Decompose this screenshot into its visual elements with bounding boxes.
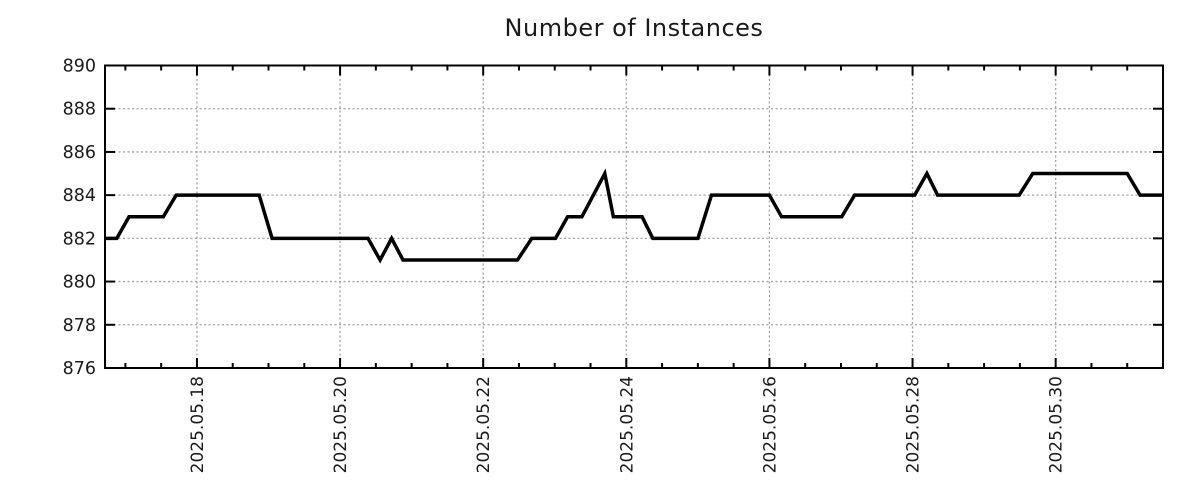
x-tick-label: 2025.05.22 bbox=[474, 376, 494, 473]
x-tick-label: 2025.05.18 bbox=[188, 376, 208, 473]
y-tick-label: 884 bbox=[63, 186, 96, 206]
x-tick-label: 2025.05.20 bbox=[331, 376, 351, 473]
chart-title: Number of Instances bbox=[504, 14, 764, 42]
plot-border bbox=[104, 64, 1164, 369]
y-tick-label: 886 bbox=[63, 143, 96, 163]
y-tick-label: 888 bbox=[63, 100, 96, 120]
x-tick-label: 2025.05.30 bbox=[1047, 376, 1067, 473]
y-tick-label: 890 bbox=[63, 57, 96, 77]
series-line bbox=[105, 168, 1163, 264]
y-tick-label: 876 bbox=[63, 359, 96, 379]
x-tick-label: 2025.05.28 bbox=[904, 376, 924, 473]
y-tick-label: 880 bbox=[63, 273, 96, 293]
y-tick-label: 882 bbox=[63, 229, 96, 249]
x-tick-label: 2025.05.24 bbox=[617, 376, 637, 473]
x-tick-label: 2025.05.26 bbox=[760, 376, 780, 473]
y-tick-label: 878 bbox=[63, 316, 96, 336]
